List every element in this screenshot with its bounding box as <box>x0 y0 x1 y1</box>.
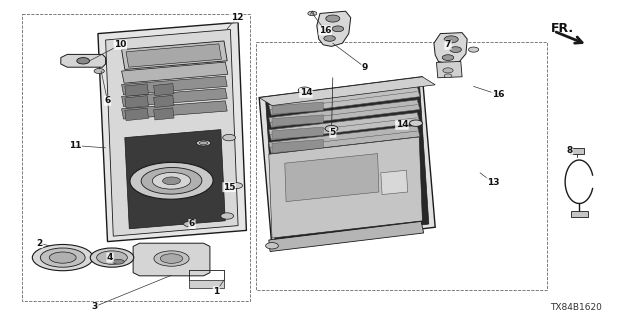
Bar <box>571 211 588 217</box>
Polygon shape <box>133 243 210 276</box>
Bar <box>570 148 584 154</box>
Circle shape <box>444 74 452 78</box>
Polygon shape <box>269 113 420 140</box>
Ellipse shape <box>40 248 85 267</box>
Text: 3: 3 <box>92 302 98 311</box>
Polygon shape <box>381 170 408 195</box>
Ellipse shape <box>163 177 180 185</box>
Circle shape <box>443 68 453 73</box>
Circle shape <box>442 55 454 60</box>
Text: 8: 8 <box>566 146 573 155</box>
Text: 14: 14 <box>300 88 312 97</box>
Circle shape <box>444 36 458 43</box>
Text: 15: 15 <box>223 183 236 192</box>
Polygon shape <box>272 115 323 126</box>
Text: 7: 7 <box>445 40 451 49</box>
Polygon shape <box>126 44 221 67</box>
Circle shape <box>326 15 340 22</box>
Circle shape <box>325 125 338 132</box>
Circle shape <box>184 221 194 227</box>
Text: 5: 5 <box>330 128 336 137</box>
Polygon shape <box>125 108 148 121</box>
Text: 12: 12 <box>230 13 243 22</box>
Ellipse shape <box>161 254 183 263</box>
Polygon shape <box>122 76 227 95</box>
Polygon shape <box>285 154 379 202</box>
Polygon shape <box>317 11 351 46</box>
Ellipse shape <box>113 259 124 264</box>
Text: 6: 6 <box>189 220 195 228</box>
Polygon shape <box>269 137 422 238</box>
Text: 2: 2 <box>36 239 43 248</box>
Polygon shape <box>436 61 462 78</box>
Polygon shape <box>106 29 238 236</box>
Circle shape <box>332 26 344 32</box>
Polygon shape <box>269 125 420 154</box>
Ellipse shape <box>130 162 213 199</box>
Ellipse shape <box>90 248 134 267</box>
Text: 11: 11 <box>69 141 82 150</box>
Circle shape <box>410 120 422 126</box>
Text: 16: 16 <box>319 26 332 35</box>
Polygon shape <box>125 96 148 108</box>
Polygon shape <box>269 86 420 115</box>
Polygon shape <box>98 22 246 242</box>
Ellipse shape <box>32 244 93 271</box>
Ellipse shape <box>152 172 191 189</box>
Circle shape <box>231 183 243 188</box>
Ellipse shape <box>49 252 76 263</box>
Polygon shape <box>434 33 467 64</box>
Polygon shape <box>272 140 323 153</box>
Polygon shape <box>125 84 148 96</box>
Bar <box>189 280 224 288</box>
Text: 14: 14 <box>396 120 408 129</box>
Polygon shape <box>259 77 435 106</box>
Circle shape <box>223 134 236 141</box>
Ellipse shape <box>196 140 211 146</box>
Ellipse shape <box>97 251 127 264</box>
Polygon shape <box>154 108 174 120</box>
Text: FR.: FR. <box>550 22 573 35</box>
Polygon shape <box>266 79 429 244</box>
Polygon shape <box>269 221 424 252</box>
Polygon shape <box>61 54 106 67</box>
Circle shape <box>468 47 479 52</box>
Polygon shape <box>269 100 420 127</box>
Polygon shape <box>122 88 227 107</box>
Circle shape <box>221 213 234 219</box>
Circle shape <box>298 87 311 93</box>
Polygon shape <box>122 101 227 119</box>
Polygon shape <box>122 62 228 83</box>
Polygon shape <box>122 41 227 69</box>
Circle shape <box>450 47 461 52</box>
Text: 9: 9 <box>362 63 368 72</box>
Polygon shape <box>154 84 174 96</box>
Text: 16: 16 <box>492 90 504 99</box>
Polygon shape <box>272 127 323 139</box>
Polygon shape <box>272 102 323 114</box>
Text: 13: 13 <box>486 178 499 187</box>
Text: TX84B1620: TX84B1620 <box>550 303 602 312</box>
Ellipse shape <box>141 167 202 194</box>
Circle shape <box>94 68 104 74</box>
Polygon shape <box>125 130 225 229</box>
Circle shape <box>308 11 317 16</box>
Circle shape <box>77 58 90 64</box>
Text: 1: 1 <box>213 287 220 296</box>
Ellipse shape <box>154 251 189 266</box>
Circle shape <box>324 36 335 41</box>
Text: 4: 4 <box>107 253 113 262</box>
Text: 6: 6 <box>104 96 111 105</box>
Text: 10: 10 <box>114 40 127 49</box>
Polygon shape <box>154 95 174 108</box>
Polygon shape <box>259 77 435 248</box>
Circle shape <box>266 243 278 249</box>
Ellipse shape <box>200 141 207 145</box>
